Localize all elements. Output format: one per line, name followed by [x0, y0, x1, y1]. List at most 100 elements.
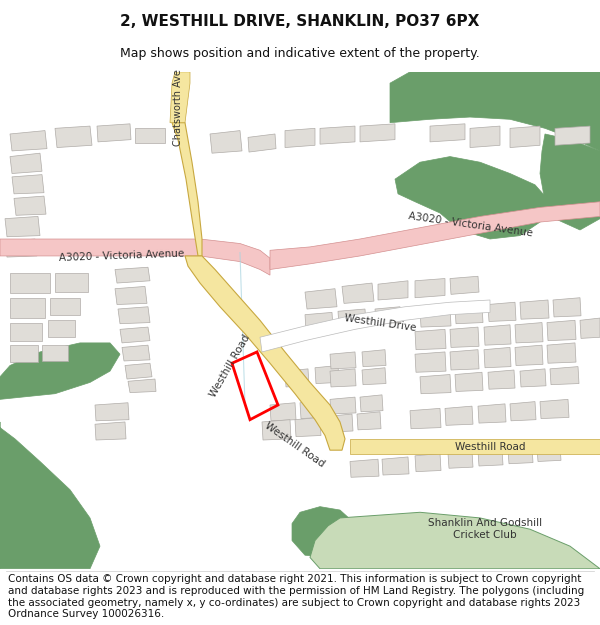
Polygon shape — [42, 345, 68, 361]
Polygon shape — [455, 304, 483, 324]
Polygon shape — [510, 402, 536, 421]
Polygon shape — [95, 402, 129, 421]
Polygon shape — [378, 281, 408, 300]
Polygon shape — [580, 318, 600, 338]
Polygon shape — [390, 72, 600, 151]
Polygon shape — [450, 276, 479, 294]
Polygon shape — [330, 397, 356, 414]
Polygon shape — [12, 174, 44, 194]
Polygon shape — [262, 419, 291, 440]
Polygon shape — [342, 283, 374, 303]
Polygon shape — [478, 404, 506, 423]
Polygon shape — [125, 363, 152, 379]
Polygon shape — [338, 309, 366, 327]
Polygon shape — [540, 399, 569, 419]
Polygon shape — [0, 422, 100, 569]
Polygon shape — [510, 126, 540, 148]
Polygon shape — [357, 412, 381, 430]
Polygon shape — [450, 327, 479, 348]
Polygon shape — [285, 369, 309, 387]
Text: A3020 - Victoria Avenue: A3020 - Victoria Avenue — [59, 249, 185, 263]
Polygon shape — [0, 239, 270, 275]
Polygon shape — [415, 329, 446, 349]
Polygon shape — [520, 369, 546, 387]
Polygon shape — [95, 422, 126, 440]
Polygon shape — [450, 349, 479, 370]
Polygon shape — [270, 402, 296, 421]
Polygon shape — [10, 273, 50, 293]
Text: A3020 - Victoria Avenue: A3020 - Victoria Avenue — [407, 211, 533, 238]
Text: Westhill Drive: Westhill Drive — [343, 312, 416, 332]
Polygon shape — [550, 367, 579, 384]
Polygon shape — [320, 126, 355, 144]
Polygon shape — [330, 352, 356, 369]
Polygon shape — [305, 289, 337, 309]
Polygon shape — [55, 126, 92, 148]
Text: 2, WESTHILL DRIVE, SHANKLIN, PO37 6PX: 2, WESTHILL DRIVE, SHANKLIN, PO37 6PX — [121, 14, 479, 29]
Polygon shape — [118, 307, 150, 324]
Polygon shape — [135, 128, 165, 143]
Polygon shape — [547, 343, 576, 363]
Polygon shape — [248, 134, 276, 152]
Polygon shape — [395, 157, 550, 239]
Polygon shape — [270, 202, 600, 269]
Polygon shape — [5, 216, 40, 237]
Polygon shape — [10, 345, 38, 362]
Polygon shape — [10, 153, 42, 174]
Polygon shape — [120, 327, 150, 343]
Polygon shape — [97, 124, 131, 142]
Polygon shape — [0, 343, 120, 399]
Polygon shape — [445, 406, 473, 426]
Polygon shape — [537, 444, 561, 461]
Polygon shape — [310, 512, 600, 569]
Polygon shape — [448, 451, 473, 468]
Polygon shape — [547, 320, 576, 341]
Polygon shape — [478, 449, 503, 466]
Text: Westhill Road: Westhill Road — [263, 420, 327, 469]
Polygon shape — [520, 300, 549, 319]
Text: Shanklin And Godshill
Cricket Club: Shanklin And Godshill Cricket Club — [428, 518, 542, 540]
Polygon shape — [488, 370, 515, 389]
Polygon shape — [420, 374, 451, 394]
Polygon shape — [415, 352, 446, 372]
Polygon shape — [115, 286, 147, 304]
Text: Chatsworth Ave: Chatsworth Ave — [173, 69, 183, 146]
Polygon shape — [470, 126, 500, 148]
Polygon shape — [292, 507, 355, 558]
Polygon shape — [362, 368, 386, 384]
Polygon shape — [48, 320, 75, 338]
Polygon shape — [515, 345, 543, 366]
Text: Contains OS data © Crown copyright and database right 2021. This information is : Contains OS data © Crown copyright and d… — [8, 574, 584, 619]
Polygon shape — [14, 196, 46, 215]
Polygon shape — [330, 369, 356, 387]
Polygon shape — [515, 322, 543, 343]
Polygon shape — [10, 322, 42, 341]
Polygon shape — [285, 128, 315, 148]
Polygon shape — [382, 457, 409, 475]
Polygon shape — [488, 302, 516, 321]
Polygon shape — [360, 395, 383, 412]
Polygon shape — [170, 72, 190, 122]
Polygon shape — [328, 414, 353, 432]
Polygon shape — [315, 366, 339, 384]
Polygon shape — [172, 122, 202, 256]
Polygon shape — [455, 372, 483, 391]
Text: Westhill Road: Westhill Road — [208, 332, 252, 399]
Polygon shape — [5, 239, 37, 257]
Polygon shape — [362, 349, 386, 367]
Polygon shape — [410, 408, 441, 429]
Polygon shape — [360, 124, 395, 142]
Polygon shape — [50, 298, 80, 314]
Polygon shape — [260, 300, 490, 352]
Polygon shape — [420, 307, 451, 327]
Polygon shape — [484, 348, 511, 368]
Polygon shape — [415, 279, 445, 298]
Polygon shape — [210, 131, 242, 153]
Polygon shape — [484, 325, 511, 345]
Polygon shape — [10, 298, 45, 318]
Polygon shape — [305, 312, 333, 331]
Polygon shape — [430, 124, 465, 142]
Polygon shape — [295, 418, 321, 437]
Polygon shape — [55, 273, 88, 292]
Polygon shape — [128, 379, 156, 392]
